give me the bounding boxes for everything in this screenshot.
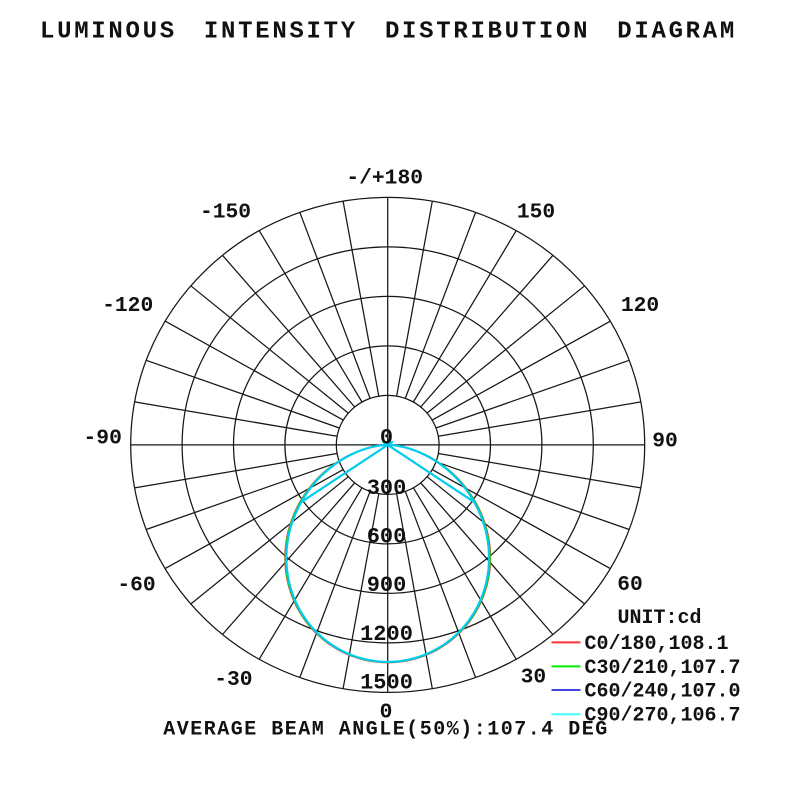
svg-text:C0/180,108.1: C0/180,108.1 [585, 633, 729, 656]
svg-text:60: 60 [617, 573, 643, 597]
svg-text:30: 30 [521, 666, 547, 690]
svg-text:AVERAGE BEAM ANGLE(50%):107.4: AVERAGE BEAM ANGLE(50%):107.4 DEG [163, 718, 609, 741]
svg-text:150: 150 [517, 201, 555, 225]
svg-text:1500: 1500 [360, 671, 413, 696]
svg-text:UNIT:cd: UNIT:cd [618, 607, 702, 630]
svg-text:1200: 1200 [360, 622, 413, 647]
svg-text:C90/270,106.7: C90/270,106.7 [585, 705, 741, 728]
svg-text:300: 300 [367, 476, 407, 501]
svg-text:-150: -150 [200, 201, 251, 225]
svg-text:-60: -60 [117, 574, 155, 598]
svg-text:90: 90 [652, 430, 678, 454]
svg-text:C30/210,107.7: C30/210,107.7 [585, 657, 741, 680]
svg-text:LUMINOUS INTENSITY DISTRIBUTIO: LUMINOUS INTENSITY DISTRIBUTION DIAGRAM [40, 19, 737, 46]
svg-text:-120: -120 [102, 294, 153, 318]
svg-text:C60/240,107.0: C60/240,107.0 [585, 681, 741, 704]
svg-text:-30: -30 [214, 668, 252, 692]
svg-text:0: 0 [380, 701, 393, 725]
svg-text:0: 0 [380, 426, 393, 451]
svg-text:120: 120 [621, 294, 659, 318]
svg-text:900: 900 [367, 573, 407, 598]
svg-text:-/+180: -/+180 [346, 167, 423, 191]
svg-text:-90: -90 [84, 427, 122, 451]
svg-text:600: 600 [367, 525, 407, 550]
